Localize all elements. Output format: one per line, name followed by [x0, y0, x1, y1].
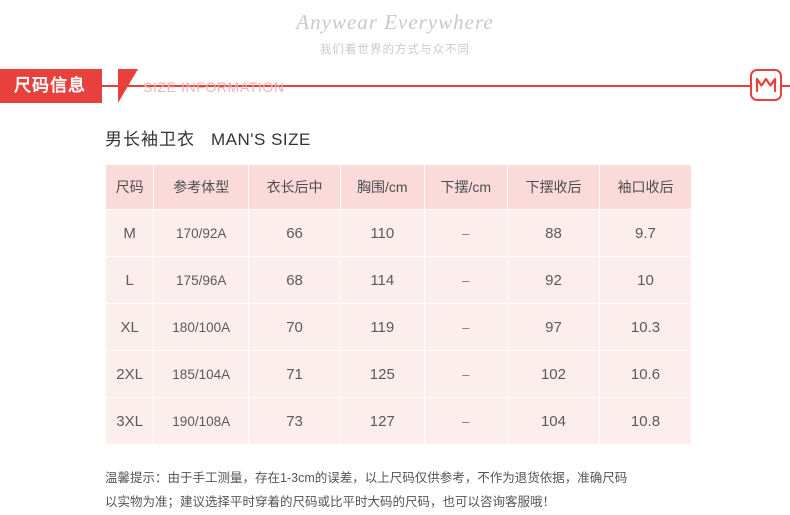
table-row: 2XL 185/104A 71 125 – 102 10.6 [104, 350, 693, 399]
table-header-cell: 参考体型 [153, 164, 250, 211]
table-cell-hem-cuff: 102 [507, 350, 600, 399]
m-logo-icon [750, 69, 782, 102]
table-header-row: 尺码 参考体型 衣长后中 胸围/cm 下摆/cm 下摆收后 袖口收后 [104, 164, 693, 211]
section-tag-label: 尺码信息 [0, 69, 102, 104]
table-header-cell: 衣长后中 [248, 164, 342, 211]
table-cell-chest: 119 [340, 303, 425, 352]
section-english-label: SIZE INFORMATION [143, 79, 285, 96]
brand-subtitle: 我们看世界的方式与众不同 [320, 44, 470, 57]
table-body: M 170/92A 66 110 – 88 9.7 L 175/96A 68 1… [104, 209, 693, 446]
table-cell-length: 70 [248, 303, 342, 352]
table-cell-hem-cuff: 92 [507, 256, 600, 305]
table-cell-chest: 110 [340, 209, 425, 258]
table-cell-hem: – [423, 397, 509, 446]
table-row: M 170/92A 66 110 – 88 9.7 [104, 209, 693, 258]
table-cell-size: 3XL [104, 397, 155, 446]
table-cell-size: 2XL [104, 350, 155, 399]
page-title: 男长袖卫衣 MAN'S SIZE [105, 125, 790, 150]
table-cell-hem: – [423, 209, 509, 258]
table-cell-chest: 114 [340, 256, 425, 305]
table-header: 尺码 参考体型 衣长后中 胸围/cm 下摆/cm 下摆收后 袖口收后 [104, 164, 693, 211]
table-cell-body: 180/100A [153, 303, 250, 352]
table-cell-hem-cuff: 104 [507, 397, 600, 446]
table-cell-hem: – [423, 256, 509, 305]
table-header-cell: 尺码 [104, 164, 155, 211]
table-cell-sleeve-cuff: 10.3 [598, 303, 693, 352]
table-row: XL 180/100A 70 119 – 97 10.3 [104, 303, 693, 352]
brand-header: Anywear Everywhere 我们看世界的方式与众不同 [0, 0, 790, 57]
table-cell-body: 175/96A [153, 256, 250, 305]
table-header-cell: 袖口收后 [598, 164, 693, 211]
page-title-en: MAN'S SIZE [211, 130, 311, 150]
table-header-cell: 下摆/cm [423, 164, 509, 211]
size-table: 尺码 参考体型 衣长后中 胸围/cm 下摆/cm 下摆收后 袖口收后 M 170… [104, 164, 693, 446]
table-cell-sleeve-cuff: 9.7 [598, 209, 693, 258]
section-bar: 尺码信息 SIZE INFORMATION [0, 69, 790, 104]
table-cell-size: L [104, 256, 155, 305]
page-title-cn: 男长袖卫衣 [105, 130, 195, 150]
table-cell-hem: – [423, 303, 509, 352]
table-cell-body: 190/108A [153, 397, 250, 446]
table-cell-size: M [104, 209, 155, 258]
table-cell-body: 170/92A [153, 209, 250, 258]
table-row: 3XL 190/108A 73 127 – 104 10.8 [104, 397, 693, 446]
table-cell-hem-cuff: 97 [507, 303, 600, 352]
table-row: L 175/96A 68 114 – 92 10 [104, 256, 693, 305]
table-cell-hem: – [423, 350, 509, 399]
table-cell-chest: 127 [340, 397, 425, 446]
table-header-cell: 胸围/cm [340, 164, 425, 211]
table-cell-chest: 125 [340, 350, 425, 399]
footer-note-line-2: 以实物为准；建议选择平时穿着的尺码或比平时大码的尺码，也可以咨询客服哦！ [105, 494, 556, 509]
section-divider-line [0, 85, 790, 88]
footer-note-line-1: 温馨提示：由于手工测量，存在1-3cm的误差，以上尺码仅供参考，不作为退货依据，… [105, 471, 628, 486]
table-cell-hem-cuff: 88 [507, 209, 600, 258]
table-cell-length: 71 [248, 350, 342, 399]
table-cell-size: XL [104, 303, 155, 352]
table-cell-length: 68 [248, 256, 342, 305]
size-table-wrapper: 尺码 参考体型 衣长后中 胸围/cm 下摆/cm 下摆收后 袖口收后 M 170… [104, 164, 693, 446]
table-cell-body: 185/104A [153, 350, 250, 399]
table-cell-sleeve-cuff: 10 [598, 256, 693, 305]
table-header-cell: 下摆收后 [507, 164, 600, 211]
table-cell-sleeve-cuff: 10.8 [598, 397, 693, 446]
table-cell-sleeve-cuff: 10.6 [598, 350, 693, 399]
table-cell-length: 66 [248, 209, 342, 258]
section-tag-notch [118, 69, 138, 104]
table-cell-length: 73 [248, 397, 342, 446]
brand-title: Anywear Everywhere [296, 10, 494, 34]
